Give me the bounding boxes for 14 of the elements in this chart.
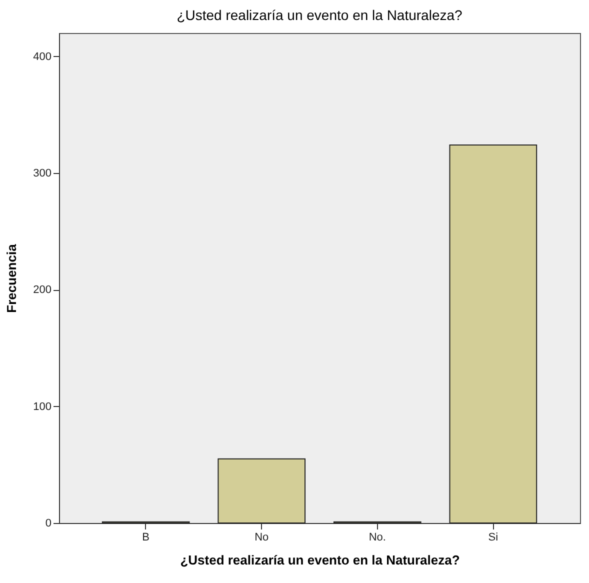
- y-tick-label: 200: [33, 284, 52, 296]
- x-tick-label: No: [254, 532, 269, 544]
- x-axis-title: ¿Usted realizaría un evento en la Naturaleza?: [180, 552, 460, 568]
- chart-title: ¿Usted realizaría un evento en la Naturaleza?: [176, 7, 463, 23]
- x-tick-label: Si: [488, 532, 498, 544]
- y-tick-label: 100: [33, 400, 52, 413]
- y-tick-label: 300: [33, 168, 52, 180]
- x-tick-label: B: [142, 532, 150, 544]
- y-axis-title: Frecuencia: [4, 243, 20, 313]
- bar: [449, 144, 538, 524]
- bar: [218, 458, 306, 524]
- x-tick-label: No.: [368, 532, 386, 544]
- y-tick-label: 400: [33, 50, 52, 63]
- y-tick-label: 0: [45, 518, 52, 530]
